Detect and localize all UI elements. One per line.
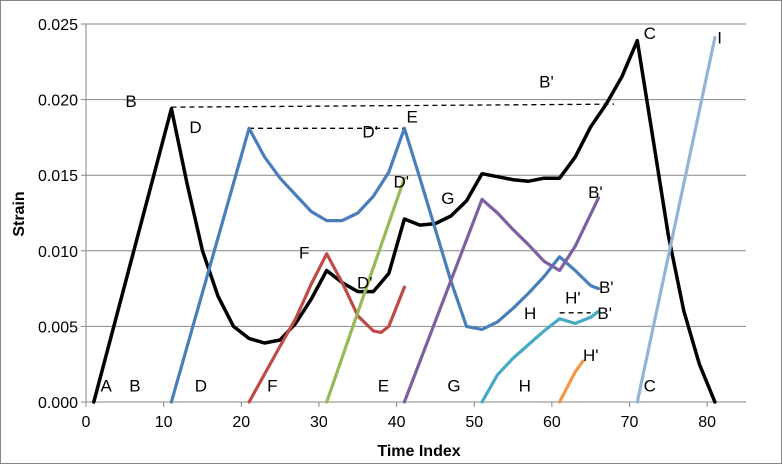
- series-line-4: [325, 176, 406, 404]
- point-label: H: [524, 304, 536, 323]
- y-tick-label: 0.010: [38, 244, 78, 261]
- point-label: F: [299, 243, 309, 262]
- x-tick-label: 70: [621, 414, 639, 431]
- point-label: B: [125, 92, 136, 111]
- gridlines: [86, 23, 746, 327]
- series-line-1: [92, 38, 717, 404]
- point-label: B': [597, 304, 612, 323]
- point-label: F: [267, 376, 277, 395]
- series-lines: [92, 35, 717, 404]
- x-tick-label: 30: [310, 414, 328, 431]
- point-label: H': [583, 346, 599, 365]
- x-axis-title: Time Index: [377, 443, 460, 460]
- y-tick-label: 0.020: [38, 93, 78, 110]
- point-label: D: [189, 118, 201, 137]
- point-label: D': [357, 274, 373, 293]
- point-label: E: [378, 376, 389, 395]
- point-label: I: [717, 29, 722, 48]
- x-tick-label: 0: [82, 414, 91, 431]
- y-axis-title: Strain: [11, 191, 28, 236]
- point-label: H: [519, 376, 531, 395]
- x-tick-label: 20: [232, 414, 250, 431]
- point-label: G: [441, 189, 454, 208]
- point-label: B: [129, 376, 140, 395]
- x-tick-label: 60: [543, 414, 561, 431]
- point-label: E: [406, 107, 417, 126]
- dashed-reference-line: [171, 103, 615, 108]
- series-line-2: [169, 126, 601, 404]
- point-label: H': [565, 289, 581, 308]
- point-label: C: [644, 376, 656, 395]
- axes: 0.000 0.005 0.010 0.015 0.020 0.025 0 10 20 30 40 5…: [38, 17, 746, 431]
- point-label: G: [447, 376, 460, 395]
- reference-lines: [171, 103, 615, 314]
- y-tick-label: 0.025: [38, 17, 78, 34]
- point-label: A: [101, 376, 113, 395]
- x-tick-label: 40: [388, 414, 406, 431]
- y-tick-label: 0.000: [38, 395, 78, 412]
- point-label: B': [539, 73, 554, 92]
- x-tick-label: 50: [465, 414, 483, 431]
- series-line-8: [635, 35, 717, 404]
- x-tick-label: 10: [155, 414, 173, 431]
- series-line-7: [557, 359, 585, 404]
- x-tick-label: 80: [698, 414, 716, 431]
- y-tick-label: 0.005: [38, 319, 78, 336]
- point-label: B': [588, 183, 603, 202]
- y-tick-label: 0.015: [38, 168, 78, 185]
- point-label: D: [195, 376, 207, 395]
- point-label: C: [644, 24, 656, 43]
- series-line-5: [402, 196, 601, 404]
- series-line-6: [480, 309, 601, 404]
- point-label: D': [362, 122, 378, 141]
- series-line-3: [247, 252, 406, 404]
- point-label: D': [393, 172, 409, 191]
- point-label: B': [599, 278, 614, 297]
